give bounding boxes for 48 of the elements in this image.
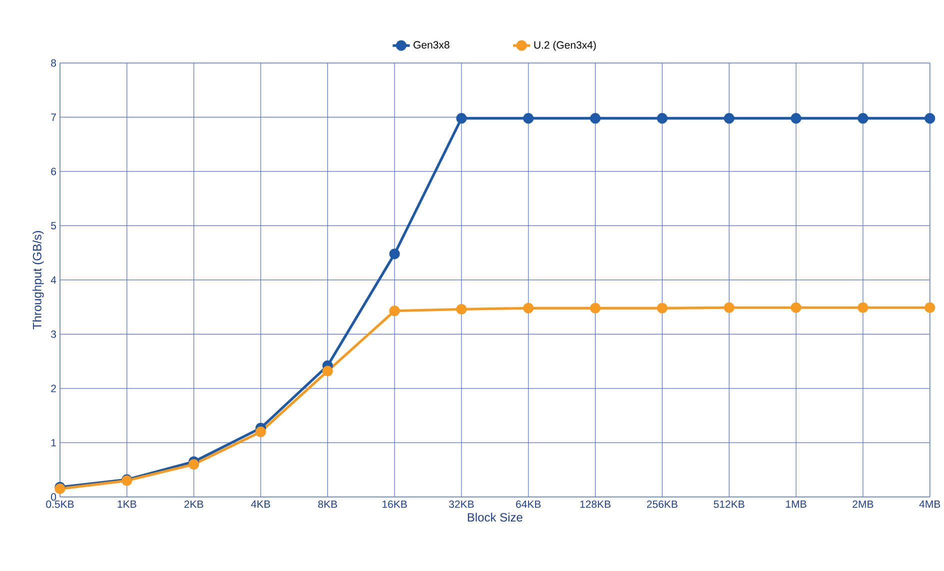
point <box>924 113 936 124</box>
point <box>389 248 400 260</box>
x-tick-label: 2MB <box>852 500 874 508</box>
x-axis-title: Block Size <box>468 512 522 522</box>
point <box>188 459 200 470</box>
y-axis-title: Throughput (GB/s) <box>32 231 44 330</box>
point <box>456 304 467 315</box>
x-tick-label: 2KB <box>184 500 204 508</box>
x-tick-label: 512KB <box>714 500 744 508</box>
point <box>790 302 802 313</box>
point <box>724 302 734 313</box>
x-tick-label: 64KB <box>516 500 541 508</box>
x-tick-label: 256KB <box>646 500 678 508</box>
y-tick-label: 6 <box>51 168 56 176</box>
point <box>656 113 668 124</box>
y-tick-label: 8 <box>51 59 56 67</box>
point <box>590 113 601 124</box>
y-tick-label: 1 <box>51 439 56 446</box>
point <box>456 113 467 124</box>
point <box>656 302 668 314</box>
x-tick-label: 128KB <box>580 500 611 508</box>
point <box>790 113 802 124</box>
y-tick-label: 3 <box>51 330 56 338</box>
point <box>724 113 734 124</box>
x-tick-label: 32KB <box>449 500 474 508</box>
x-tick-label: 8KB <box>318 500 338 508</box>
x-tick-label: 1MB <box>786 500 806 508</box>
x-tick-label: 16KB <box>382 500 407 508</box>
point <box>523 113 534 124</box>
point <box>924 302 936 313</box>
y-tick-label: 0 <box>51 493 56 501</box>
legend-label: U.2 (Gen3x4) <box>534 41 596 51</box>
point <box>590 302 601 314</box>
y-tick-label: 7 <box>51 114 56 121</box>
point <box>255 426 266 438</box>
y-tick-label: 2 <box>51 384 56 392</box>
point <box>858 113 868 124</box>
point <box>389 306 400 316</box>
point <box>858 302 868 313</box>
x-tick-label: 4KB <box>251 500 270 508</box>
legend-label: Gen3x8 <box>414 41 450 49</box>
x-tick-label: 0.5KB <box>46 500 74 508</box>
point <box>322 366 333 376</box>
x-tick-label: 1KB <box>118 500 136 508</box>
point <box>523 302 534 314</box>
y-tick-label: 4 <box>50 276 56 284</box>
y-tick-label: 5 <box>51 222 56 230</box>
x-tick-label: 4MB <box>919 500 940 508</box>
